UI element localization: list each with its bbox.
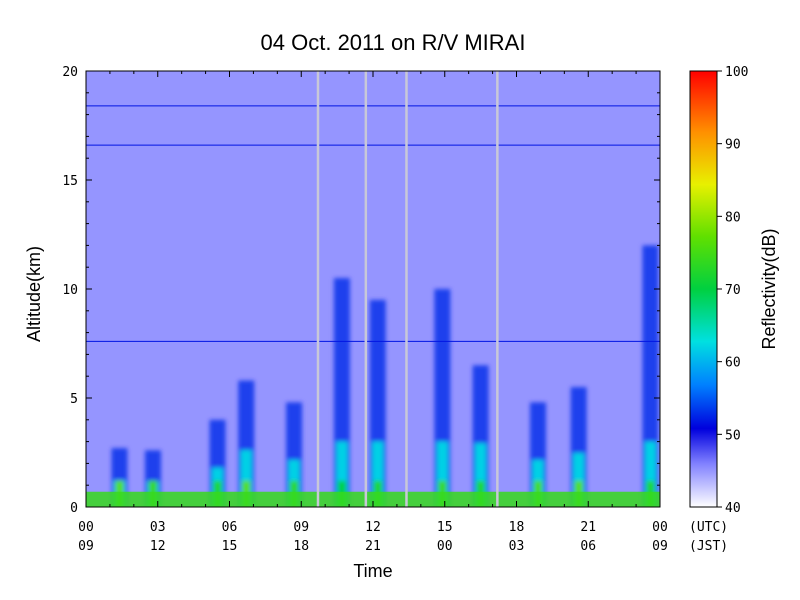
echo-mid bbox=[240, 450, 252, 507]
heatmap-plot-area bbox=[86, 71, 660, 507]
colorbar-tick-label: 100 bbox=[725, 65, 748, 80]
x-unit-utc: (UTC) bbox=[689, 520, 728, 535]
x-tick-label-utc: 15 bbox=[437, 520, 453, 535]
x-tick-label-jst: 09 bbox=[78, 539, 94, 554]
colorbar-tick-label: 40 bbox=[725, 501, 741, 516]
x-axis-label: Time bbox=[353, 561, 392, 581]
y-tick-label: 5 bbox=[70, 392, 78, 407]
x-tick-label-utc: 09 bbox=[293, 520, 309, 535]
x-tick-label-jst: 12 bbox=[150, 539, 166, 554]
y-axis-label: Altitude(km) bbox=[24, 246, 44, 342]
echo-column bbox=[369, 299, 386, 507]
echo-mid bbox=[436, 441, 448, 507]
echo-column bbox=[286, 402, 303, 507]
colorbar: 40 50 60 70 80 90 100 bbox=[689, 65, 748, 516]
x-tick-label-jst: 06 bbox=[580, 539, 596, 554]
echo-column bbox=[530, 402, 547, 507]
echo-mid bbox=[336, 441, 348, 507]
x-tick-label-utc: 00 bbox=[652, 520, 668, 535]
x-tick-label-jst: 00 bbox=[437, 539, 453, 554]
y-tick-label: 15 bbox=[62, 174, 78, 189]
echo-column bbox=[472, 365, 489, 507]
x-tick-label-utc: 00 bbox=[78, 520, 94, 535]
colorbar-tick-label: 60 bbox=[725, 356, 741, 371]
x-tick-label-jst: 09 bbox=[652, 539, 668, 554]
x-tick-label-utc: 12 bbox=[365, 520, 381, 535]
x-tick-label-utc: 18 bbox=[509, 520, 525, 535]
echo-mid bbox=[573, 453, 585, 507]
x-tick-label-utc: 06 bbox=[222, 520, 238, 535]
x-axis: 00 09 03 12 06 15 09 18 12 21 15 00 18 03 21 06 00 09 bbox=[78, 71, 668, 554]
colorbar-tick-label: 90 bbox=[725, 138, 741, 153]
x-tick-label-jst: 15 bbox=[222, 539, 238, 554]
x-tick-label-jst: 18 bbox=[293, 539, 309, 554]
y-tick-label: 10 bbox=[62, 283, 78, 298]
echo-column bbox=[434, 289, 451, 507]
echo-column bbox=[238, 380, 255, 507]
colorbar-tick-label: 80 bbox=[725, 210, 741, 225]
y-tick-label: 20 bbox=[62, 65, 78, 80]
x-tick-label-utc: 03 bbox=[150, 520, 166, 535]
colorbar-label: Reflectivity(dB) bbox=[759, 228, 779, 349]
x-unit-jst: (JST) bbox=[689, 539, 728, 554]
y-tick-label: 0 bbox=[70, 501, 78, 516]
colorbar-tick-label: 70 bbox=[725, 283, 741, 298]
colorbar-tick-label: 50 bbox=[725, 428, 741, 443]
echo-column bbox=[570, 387, 587, 507]
x-tick-label-utc: 21 bbox=[580, 520, 596, 535]
echo-mid bbox=[644, 441, 657, 507]
x-tick-label-jst: 03 bbox=[509, 539, 525, 554]
colorbar-gradient bbox=[689, 70, 718, 508]
echo-column bbox=[333, 278, 350, 507]
x-tick-label-jst: 21 bbox=[365, 539, 381, 554]
y-axis: 0 5 10 15 20 bbox=[62, 65, 660, 516]
echo-column bbox=[642, 245, 659, 507]
echo-mid bbox=[475, 443, 487, 507]
chart-title: 04 Oct. 2011 on R/V MIRAI bbox=[261, 30, 526, 55]
echo-mid bbox=[372, 441, 384, 507]
